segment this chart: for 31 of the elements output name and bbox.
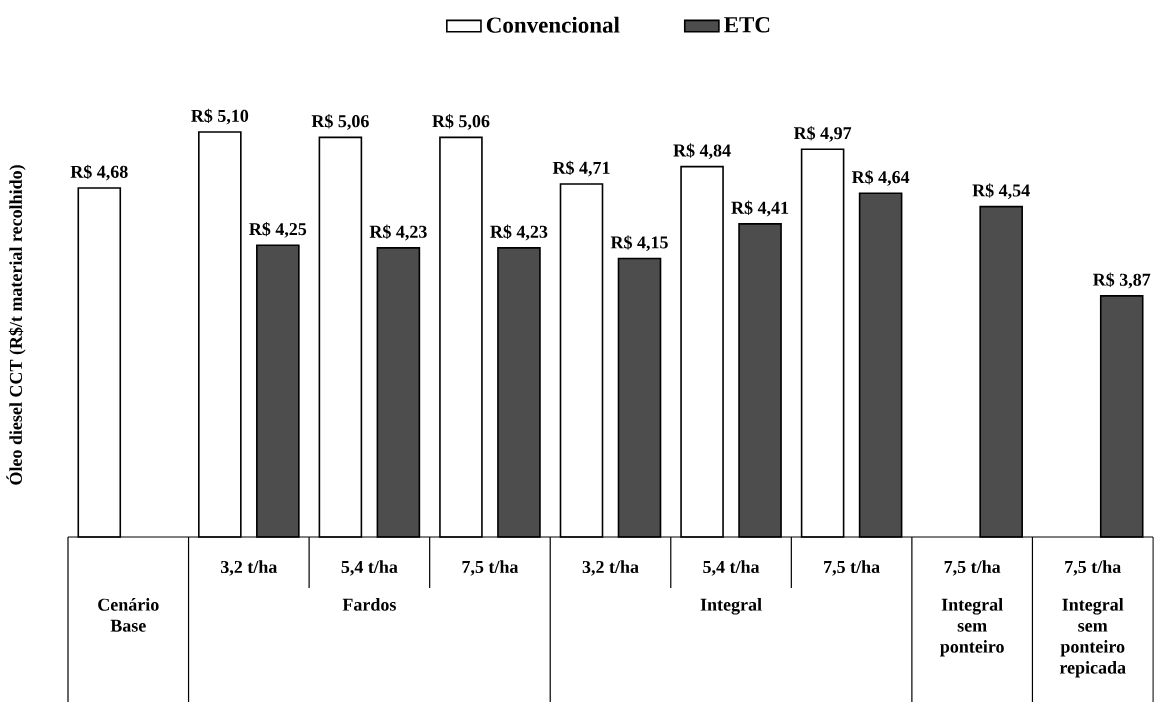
text: Integral [700, 598, 762, 615]
data-label: R$ 3,87 [1093, 272, 1151, 289]
x-tick-label: 3,2 t/ha [221, 560, 278, 576]
text: Fardos [342, 598, 396, 611]
data-label: R$ 5,06 [432, 114, 490, 130]
data-label: R$ 4,64 [851, 169, 910, 186]
x-tick-label: 3,2 t/ha [582, 560, 639, 576]
data-label: R$ 4,15 [610, 235, 668, 252]
text: Integral sem ponteiro repicada [1059, 598, 1126, 678]
data-label: R$ 4,97 [793, 126, 852, 142]
x-tick-label: 7,5 t/ha [944, 560, 1001, 576]
data-label: R$ 5,06 [311, 114, 369, 130]
y-axis-title: Óleo diesel CCT (R$/t material recolhido) [6, 165, 26, 485]
data-label: R$ 4,25 [249, 221, 307, 238]
data-label: R$ 4,54 [972, 183, 1030, 200]
data-label: R$ 4,71 [552, 160, 610, 177]
data-label: R$ 5,10 [191, 108, 249, 125]
data-label: R$ 4,68 [70, 164, 128, 181]
x-tick-label: 5,4 t/ha [703, 560, 760, 576]
legend-label: ETC [724, 17, 770, 33]
text: Integral sem ponteiro [940, 598, 1004, 657]
data-label: R$ 4,84 [673, 143, 731, 160]
x-tick-label: 7,5 t/ha [462, 560, 519, 576]
x-tick-label: 5,4 t/ha [341, 560, 398, 576]
data-label: R$ 4,23 [490, 224, 548, 241]
legend-label: Convencional [486, 16, 620, 33]
data-label: R$ 4,23 [369, 224, 427, 241]
text: Cenário Base [98, 598, 159, 632]
data-label: R$ 4,41 [731, 200, 789, 217]
x-tick-label: 7,5 t/ha [1065, 560, 1121, 576]
x-tick-label: 7,5 t/ha [824, 560, 880, 576]
